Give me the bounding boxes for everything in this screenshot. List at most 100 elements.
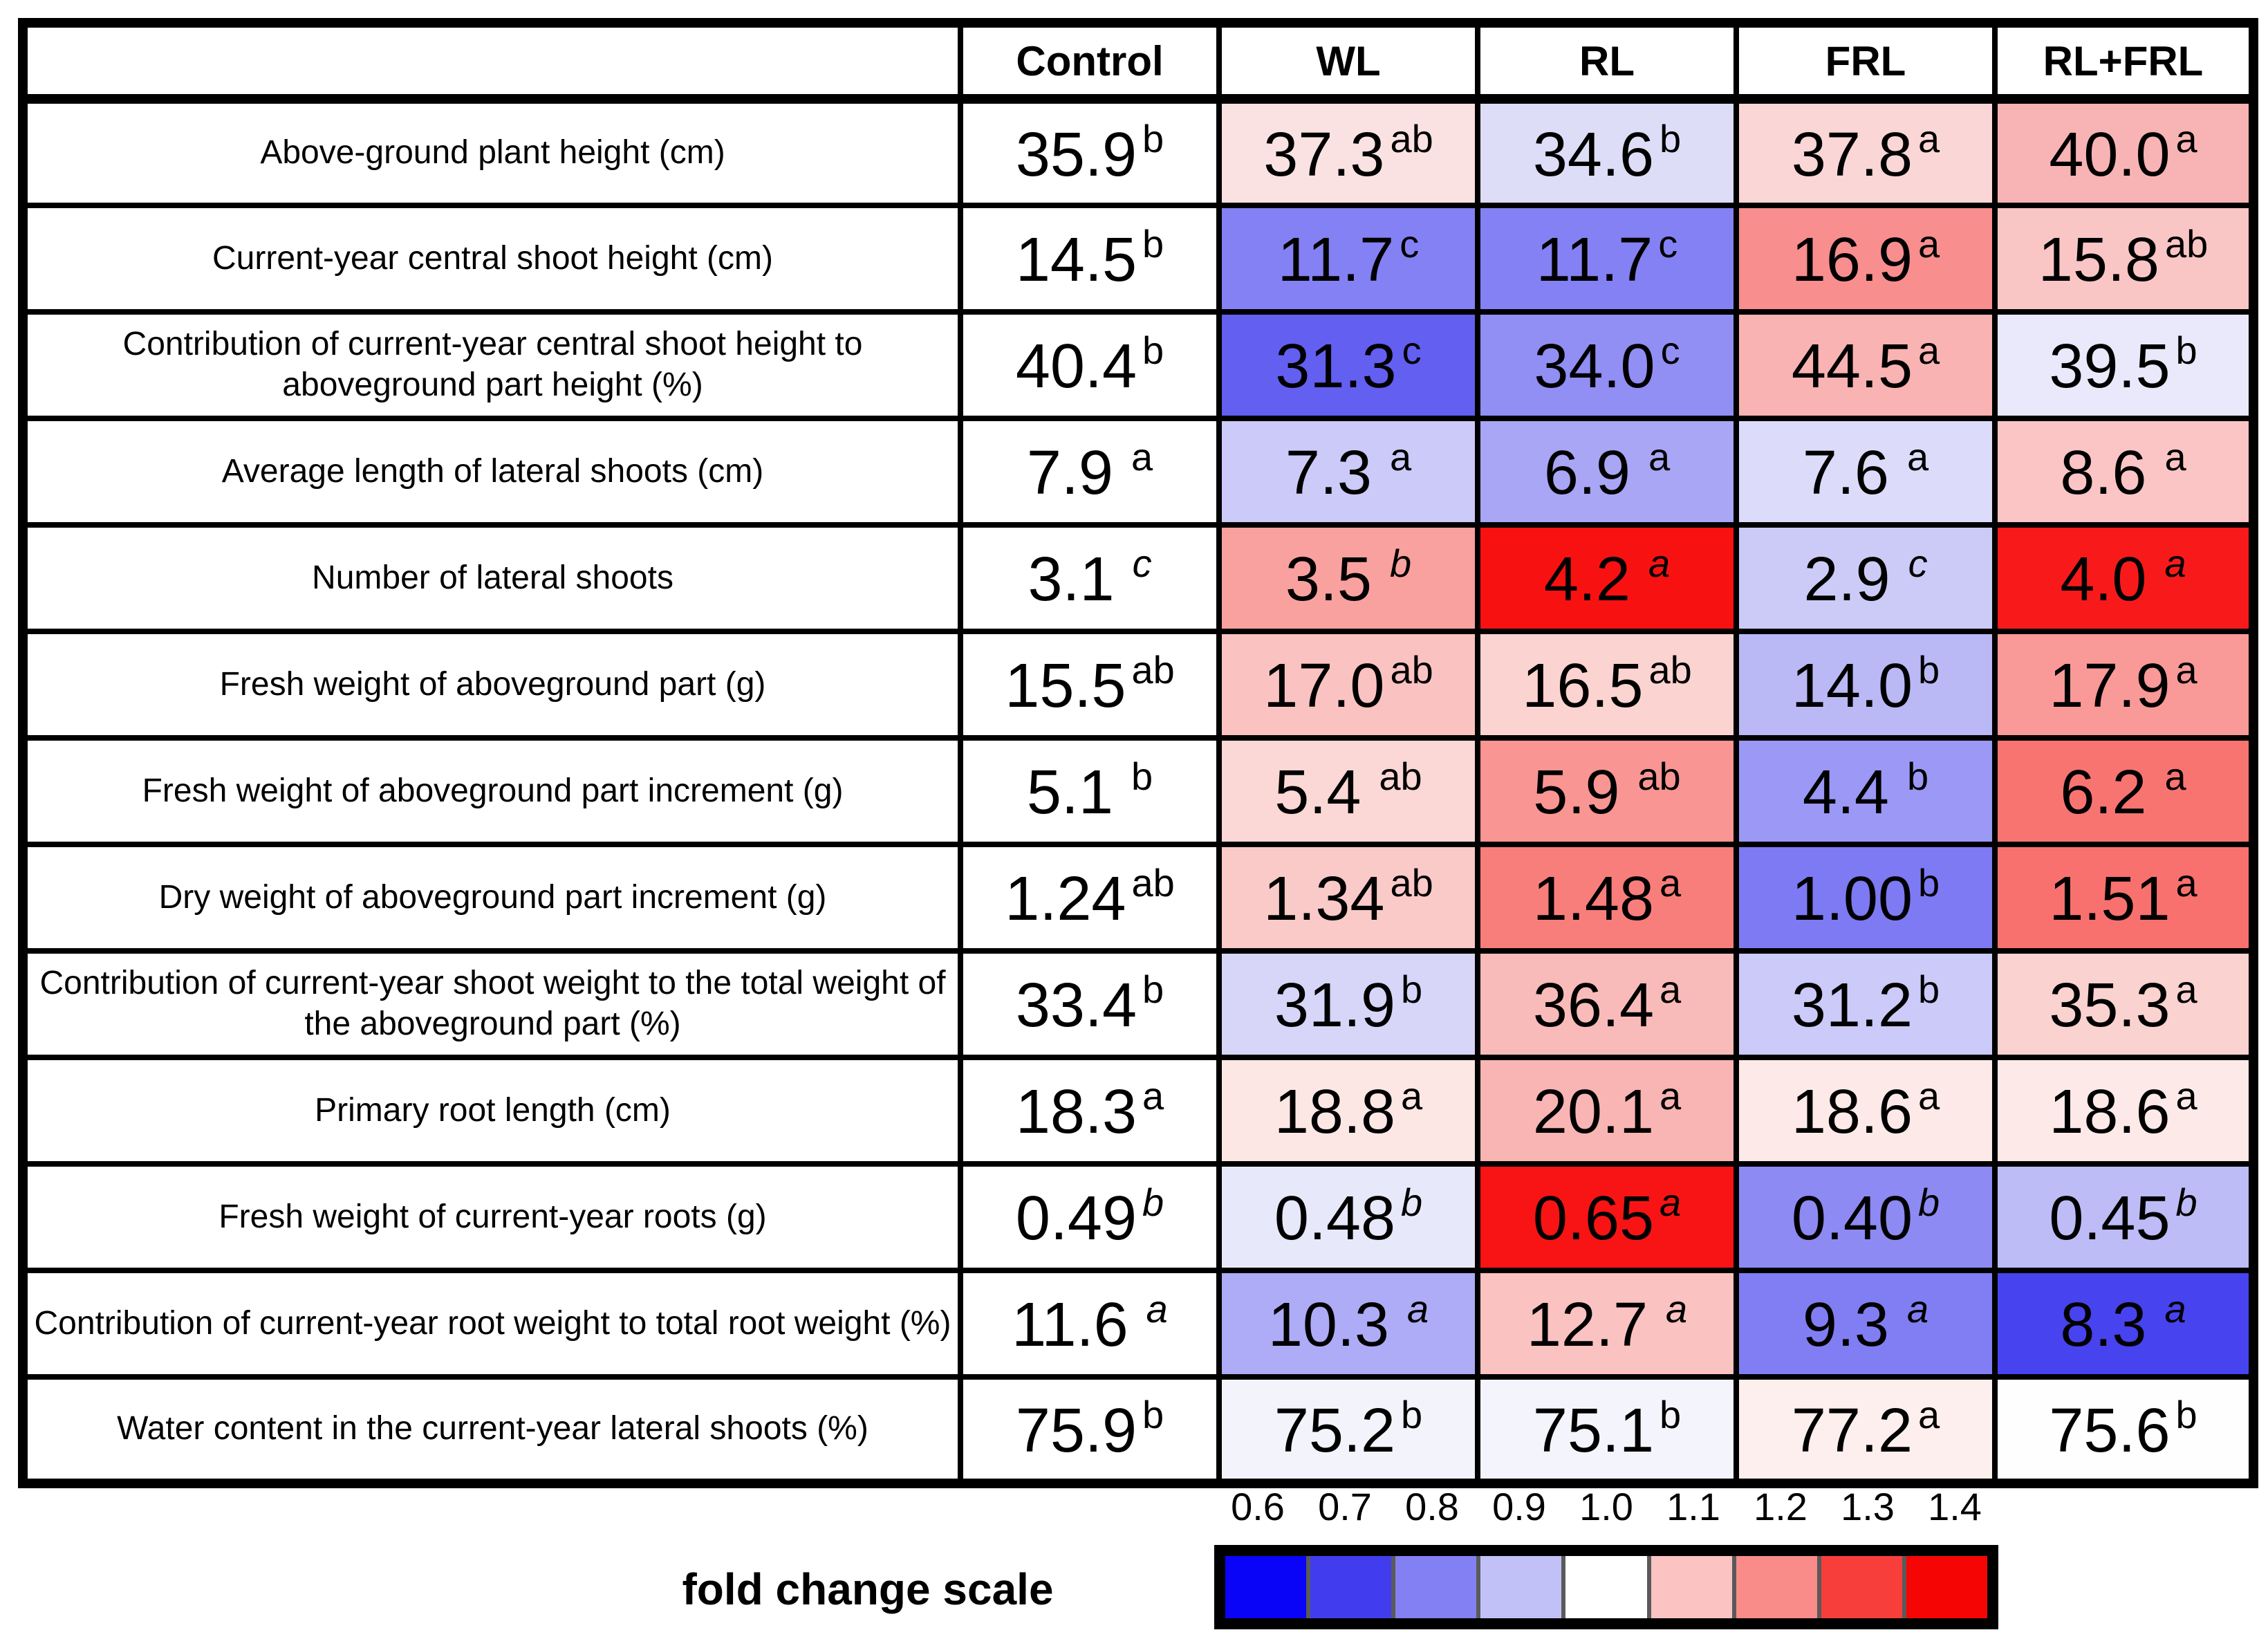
significance-letter: c xyxy=(1402,328,1422,372)
value-cell: 18.8 a xyxy=(1216,1055,1480,1167)
row-label: Number of lateral shoots xyxy=(20,522,963,634)
column-header-rl: RL xyxy=(1475,20,1739,104)
column-header-frl: FRL xyxy=(1733,20,1998,104)
cell-value: 10.3 xyxy=(1267,1290,1389,1360)
row-label: Contribution of current-year root weight… xyxy=(20,1268,963,1380)
significance-letter: b xyxy=(1906,754,1929,798)
cell-value: 75.9 xyxy=(1015,1396,1137,1465)
cell-value: 16.5 xyxy=(1522,651,1644,721)
significance-letter: c xyxy=(1132,541,1152,585)
significance-letter: a xyxy=(1666,1287,1688,1331)
value-cell: 8.6 a xyxy=(1992,416,2256,528)
legend-colorbar xyxy=(1214,1545,1998,1629)
table-row: Fresh weight of aboveground part increme… xyxy=(20,735,2256,847)
value-cell: 34.0 c xyxy=(1475,309,1739,421)
significance-letter: a xyxy=(1407,1287,1429,1331)
value-cell: 1.00 b xyxy=(1733,842,1998,954)
cell-value: 31.3 xyxy=(1275,332,1397,401)
table-row: Primary root length (cm) 18.3 a 18.8 a 20.1 a 1… xyxy=(20,1055,2256,1167)
significance-letter: ab xyxy=(1390,116,1433,160)
value-cell: 20.1 a xyxy=(1475,1055,1739,1167)
value-cell: 5.1 b xyxy=(958,735,1222,847)
row-label: Contribution of current-year shoot weigh… xyxy=(20,948,963,1060)
significance-letter: a xyxy=(2175,648,2197,692)
table-row: Current-year central shoot height (cm) 14… xyxy=(20,203,2256,315)
cell-value: 40.4 xyxy=(1015,332,1137,401)
value-cell: 77.2 a xyxy=(1733,1374,1998,1486)
significance-letter: b xyxy=(1389,541,1412,585)
value-cell: 35.9 b xyxy=(958,96,1222,208)
significance-letter: ab xyxy=(1390,861,1433,905)
column-header-wl: WL xyxy=(1216,20,1480,104)
value-cell: 44.5 a xyxy=(1733,309,1998,421)
value-cell: 18.3 a xyxy=(958,1055,1222,1167)
value-cell: 31.3 c xyxy=(1216,309,1480,421)
cell-value: 7.6 xyxy=(1802,438,1889,508)
cell-value: 17.9 xyxy=(2049,651,2171,721)
cell-value: 1.24 xyxy=(1005,864,1126,934)
cell-value: 17.0 xyxy=(1263,651,1385,721)
cell-value: 35.3 xyxy=(2049,971,2171,1040)
value-cell: 0.48 b xyxy=(1216,1161,1480,1273)
significance-letter: a xyxy=(1918,1392,1940,1436)
cell-value: 14.0 xyxy=(1791,651,1913,721)
significance-letter: a xyxy=(2175,116,2197,160)
legend-tick: 1.2 xyxy=(1754,1485,1807,1528)
cell-value: 1.48 xyxy=(1532,864,1654,934)
significance-letter: a xyxy=(1401,1074,1423,1118)
value-cell: 31.2 b xyxy=(1733,948,1998,1060)
table-row: Contribution of current-year root weight… xyxy=(20,1268,2256,1380)
cell-value: 40.0 xyxy=(2049,120,2171,189)
legend-color-segment xyxy=(1816,1556,1902,1618)
legend-tick: 1.4 xyxy=(1928,1485,1982,1528)
column-header-control: Control xyxy=(958,20,1222,104)
value-cell: 2.9 c xyxy=(1733,522,1998,634)
cell-value: 9.3 xyxy=(1802,1290,1889,1360)
table-row: Fresh weight of current-year roots (g) 0.… xyxy=(20,1161,2256,1273)
cell-value: 7.3 xyxy=(1285,438,1372,508)
significance-letter: a xyxy=(1660,1074,1682,1118)
cell-value: 35.9 xyxy=(1015,120,1137,189)
cell-value: 15.5 xyxy=(1005,651,1126,721)
significance-letter: b xyxy=(1918,967,1940,1011)
cell-value: 20.1 xyxy=(1532,1077,1654,1147)
row-label: Fresh weight of aboveground part (g) xyxy=(20,629,963,741)
significance-letter: a xyxy=(1648,435,1671,479)
cell-value: 34.6 xyxy=(1532,120,1654,189)
significance-letter: ab xyxy=(1648,648,1692,692)
legend-tick: 0.8 xyxy=(1405,1485,1459,1528)
row-label: Contribution of current-year central sho… xyxy=(20,309,963,421)
significance-letter: ab xyxy=(1131,861,1175,905)
cell-value: 31.2 xyxy=(1791,971,1913,1040)
row-label: Fresh weight of current-year roots (g) xyxy=(20,1161,963,1273)
cell-value: 4.2 xyxy=(1543,545,1630,614)
legend-color-segment xyxy=(1476,1556,1562,1618)
cell-value: 16.9 xyxy=(1791,225,1913,295)
table-row: Dry weight of aboveground part increment… xyxy=(20,842,2256,954)
significance-letter: a xyxy=(2164,1287,2186,1331)
significance-letter: a xyxy=(2175,861,2197,905)
cell-value: 4.0 xyxy=(2060,545,2147,614)
cell-value: 3.5 xyxy=(1285,545,1372,614)
legend-title: fold change scale xyxy=(682,1564,1054,1614)
value-cell: 37.3 ab xyxy=(1216,96,1480,208)
header-row: Control WL RL FRL RL+FRL xyxy=(20,20,2256,104)
significance-letter: a xyxy=(1918,222,1940,266)
cell-value: 31.9 xyxy=(1274,971,1395,1040)
significance-letter: b xyxy=(1401,967,1423,1011)
significance-letter: b xyxy=(1142,1181,1164,1224)
value-cell: 7.6 a xyxy=(1733,416,1998,528)
value-cell: 16.9 a xyxy=(1733,203,1998,315)
cell-value: 7.9 xyxy=(1026,438,1113,508)
value-cell: 4.4 b xyxy=(1733,735,1998,847)
significance-letter: b xyxy=(1918,861,1940,905)
cell-value: 18.3 xyxy=(1015,1077,1137,1147)
significance-letter: c xyxy=(1908,541,1928,585)
value-cell: 7.3 a xyxy=(1216,416,1480,528)
value-cell: 35.3 a xyxy=(1992,948,2256,1060)
value-cell: 17.0 ab xyxy=(1216,629,1480,741)
cell-value: 75.1 xyxy=(1532,1396,1654,1465)
treatment-heatmap-table: Control WL RL FRL RL+FRL Above-ground plant … xyxy=(18,18,2258,1488)
significance-letter: b xyxy=(1918,1181,1940,1224)
